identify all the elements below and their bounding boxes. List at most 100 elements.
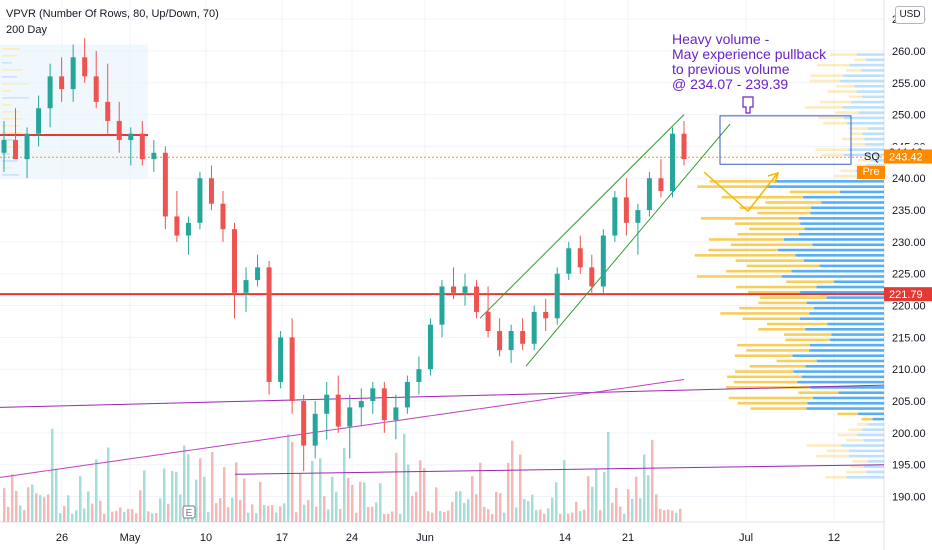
channel-upper: [479, 114, 685, 319]
volume-bar: [515, 507, 518, 522]
volume-bar: [343, 447, 346, 522]
vp-bar-down: [835, 111, 859, 114]
vp-bar-up: [863, 465, 884, 468]
volume-bar: [643, 454, 646, 522]
volume-bar: [399, 513, 402, 522]
vp-bar-down: [820, 153, 844, 157]
vp-bar-down: [696, 275, 782, 278]
vp-bar-up: [810, 386, 884, 389]
vp-left-bar: [2, 132, 23, 134]
candle-body: [289, 337, 295, 402]
candle-body: [266, 267, 272, 382]
volume-bar: [95, 459, 98, 522]
vp-bar-up: [776, 180, 884, 183]
vp-bar-down: [849, 132, 863, 136]
volume-bar: [307, 500, 310, 522]
vp-bar-up: [816, 285, 884, 289]
vp-bar-up: [866, 470, 884, 474]
volume-bar: [647, 475, 650, 522]
volume-bar: [11, 474, 14, 522]
volume-bar: [123, 511, 126, 522]
ma-legend[interactable]: 200 Day: [6, 24, 47, 36]
volume-bar: [83, 508, 86, 522]
vp-bar-up: [798, 232, 884, 236]
volume-bar: [579, 511, 582, 522]
vp-left-bar: [2, 174, 19, 176]
candle-body: [312, 413, 318, 446]
vp-bar-up: [858, 412, 884, 416]
volume-bar: [31, 484, 34, 522]
candle-body: [681, 133, 687, 160]
indicator-legend[interactable]: VPVR (Number Of Rows, 80, Up/Down, 70): [6, 8, 219, 20]
volume-bar: [511, 440, 514, 522]
candle-body: [531, 311, 537, 344]
candle-body: [450, 286, 456, 293]
vp-bar-up: [843, 153, 884, 157]
candle-body: [474, 286, 480, 312]
vp-bar-down: [856, 423, 868, 426]
vp-bar-up: [841, 444, 884, 447]
volume-bar: [659, 508, 662, 522]
x-tick-label: 14: [559, 532, 571, 544]
vp-bar-down: [739, 206, 811, 210]
x-tick-label: 12: [828, 532, 840, 544]
volume-bar: [383, 513, 386, 522]
vp-bar-down: [747, 291, 801, 294]
volume-bar: [283, 503, 286, 522]
candle-body: [162, 152, 168, 217]
volume-bar: [355, 512, 358, 522]
candle-body: [185, 222, 191, 236]
volume-bar: [63, 505, 66, 522]
candle-body: [462, 286, 468, 293]
x-tick-label: 24: [346, 532, 358, 544]
volume-bar: [427, 511, 430, 522]
volume-bar: [363, 482, 366, 522]
volume-bar: [155, 513, 158, 522]
volume-bar: [583, 509, 586, 522]
candle-body: [255, 267, 261, 281]
candle-body: [566, 248, 572, 274]
vp-bar-down: [815, 148, 849, 151]
vp-bar-down: [849, 127, 868, 130]
volume-bar: [379, 483, 382, 522]
vp-bar-down: [846, 438, 864, 442]
vp-bar-down: [737, 232, 799, 236]
volume-bar: [3, 488, 6, 522]
vp-left-bar: [2, 69, 23, 71]
candle-body: [324, 394, 330, 414]
volume-bar: [499, 493, 502, 522]
currency-button[interactable]: USD: [895, 6, 925, 24]
vp-left-bar: [2, 118, 23, 120]
candle-body: [439, 286, 445, 325]
vp-bar-up: [812, 396, 884, 400]
vp-left-bar: [2, 48, 21, 50]
vp-bar-down: [852, 460, 868, 463]
trend-line-support: [0, 384, 885, 408]
volume-bar: [103, 513, 106, 522]
vp-bar-down: [700, 217, 799, 220]
volume-bar: [179, 494, 182, 522]
volume-bar: [319, 458, 322, 522]
volume-bar: [211, 452, 214, 522]
volume-bar: [507, 463, 510, 522]
vp-bar-down: [861, 417, 873, 421]
volume-bar: [627, 489, 630, 522]
y-tick-label: 255.00: [892, 78, 926, 90]
vp-bar-up: [805, 364, 884, 368]
volume-bar: [459, 491, 462, 522]
vp-bar-up: [850, 100, 884, 104]
vp-bar-up: [848, 148, 884, 151]
volume-bar: [139, 490, 142, 522]
earnings-icon[interactable]: [182, 505, 196, 519]
premarket-badge: Pre: [857, 166, 885, 179]
vp-bar-down: [727, 375, 802, 379]
volume-bar: [495, 491, 498, 522]
pointing-hand-icon: [742, 96, 754, 114]
y-tick-label: 225.00: [892, 269, 926, 281]
volume-bar: [619, 506, 622, 522]
vp-bar-up: [809, 343, 884, 347]
candle-body: [658, 178, 664, 191]
vp-bar-down: [726, 269, 792, 273]
volume-bar: [455, 491, 458, 522]
